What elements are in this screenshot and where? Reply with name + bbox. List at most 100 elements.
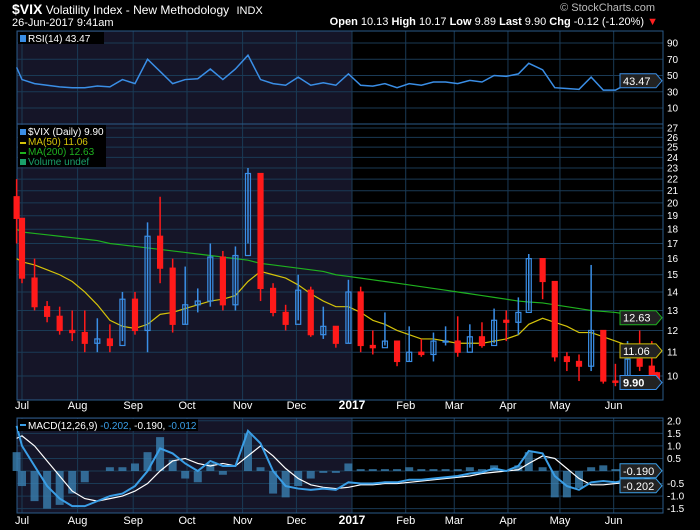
macd-badge: -0.202 [623, 481, 654, 493]
candle-up [232, 254, 239, 306]
high-label: High [391, 16, 416, 28]
ma200-badge: 12.63 [623, 313, 651, 325]
candle-down [307, 289, 314, 336]
last-price-badge: 9.90 [623, 378, 644, 390]
change-value: -0.12 (-1.20%) [573, 16, 645, 28]
x-tick-label: Apr [499, 400, 516, 412]
macd-histogram-bar [256, 467, 265, 471]
price-legend-item: $VIX (Daily) 9.90 [28, 127, 104, 138]
macd-histogram-bar [68, 471, 77, 494]
candle-down [156, 235, 164, 269]
price-y-tick: 27 [667, 123, 679, 134]
candle-up [442, 340, 449, 343]
candle-up [119, 298, 126, 347]
macd-histogram-bar [393, 469, 402, 471]
rsi-y-tick: 30 [667, 87, 679, 98]
candle-up [525, 258, 532, 314]
price-y-tick: 10 [667, 372, 679, 383]
macd-histogram-bar [587, 467, 596, 471]
price-y-tick: 16 [667, 254, 679, 265]
macd-histogram-bar [331, 471, 340, 473]
rsi-legend: RSI(14) 43.47 [28, 34, 91, 45]
x-tick-label: Jul [15, 515, 29, 527]
candle-down [56, 315, 63, 332]
volume-icon [20, 159, 26, 165]
candle-down [269, 287, 277, 314]
price-y-tick: 17 [667, 239, 679, 250]
macd-y-tick: 1.5 [667, 429, 681, 440]
macd-histogram-bar [405, 467, 414, 471]
candle-down [575, 360, 583, 367]
shaded-2016-macd [17, 418, 352, 513]
macd-histogram-bar [168, 459, 177, 471]
macd-histogram-bar [575, 471, 584, 488]
rsi-y-tick: 10 [667, 104, 679, 115]
open-value: 10.13 [360, 16, 389, 28]
candle-down [31, 277, 38, 308]
candle-down [478, 336, 486, 347]
candle-up [406, 351, 413, 363]
price-y-tick: 19 [667, 211, 679, 222]
rsi-y-tick: 50 [667, 71, 679, 82]
price-y-tick: 26 [667, 133, 679, 144]
last-value: 9.90 [524, 16, 547, 28]
candle-up [345, 291, 352, 344]
x-tick-label: Feb [396, 515, 415, 527]
ma50-badge-bg [619, 343, 663, 359]
x-tick-label: Sep [123, 400, 143, 412]
candle-down [539, 258, 546, 283]
candle-up [466, 336, 473, 353]
price-y-tick: 22 [667, 175, 679, 186]
candle-down [169, 267, 176, 325]
macd-histogram-bar [562, 471, 571, 498]
macd-histogram-bar [18, 471, 26, 487]
macd-histogram-bar [453, 469, 462, 471]
macd-histogram-bar [368, 469, 377, 471]
x-tick-label: Aug [68, 515, 88, 527]
x-tick-label: Jun [605, 400, 623, 412]
candle-up [491, 319, 498, 347]
macd-histogram-bar [206, 463, 215, 471]
macd-histogram-bar [477, 469, 486, 471]
price-legend-bg [18, 125, 106, 167]
x-tick-label: Nov [233, 400, 253, 412]
candle-down [563, 356, 570, 363]
macd-histogram-bar [181, 471, 190, 479]
macd-y-tick: 2.0 [667, 416, 681, 427]
macd-histogram-bar [538, 467, 547, 471]
candle-down [69, 329, 76, 334]
high-value: 10.17 [418, 16, 447, 28]
macd-histogram-bar [30, 471, 39, 502]
macd-legend-icon [20, 424, 26, 426]
macd-histogram-bar [193, 471, 202, 483]
candle-up [182, 304, 189, 325]
candle-down [13, 196, 20, 219]
x-tick-label: Sep [123, 515, 143, 527]
rsi-legend-bg [18, 32, 104, 44]
macd-y-tick: -1.0 [667, 492, 685, 503]
line-icon [20, 152, 26, 154]
macd-histogram-bar [550, 471, 559, 498]
x-tick-label: Dec [287, 515, 307, 527]
macd-y-tick: -0.5 [667, 479, 685, 490]
price-y-tick: 20 [667, 198, 679, 209]
macd-histogram-bar [344, 463, 353, 471]
exchange: INDX [236, 5, 263, 17]
candle-down [131, 298, 139, 332]
macd-histogram-bar [524, 452, 533, 471]
candle-down [454, 340, 461, 353]
x-tick-label: Mar [445, 515, 464, 527]
x-tick-label: 2017 [339, 513, 366, 527]
x-tick-label: May [550, 400, 571, 412]
candle-down [636, 358, 643, 367]
macd-histogram-bar [12, 452, 21, 471]
last-label: Last [499, 16, 522, 28]
x-tick-label: Oct [178, 515, 195, 527]
candle-down [81, 331, 88, 344]
x-tick-label: Mar [445, 400, 464, 412]
candle-down [551, 280, 558, 358]
candle-down [393, 340, 401, 363]
candle-down [257, 172, 264, 290]
x-tick-label: Jul [15, 400, 29, 412]
